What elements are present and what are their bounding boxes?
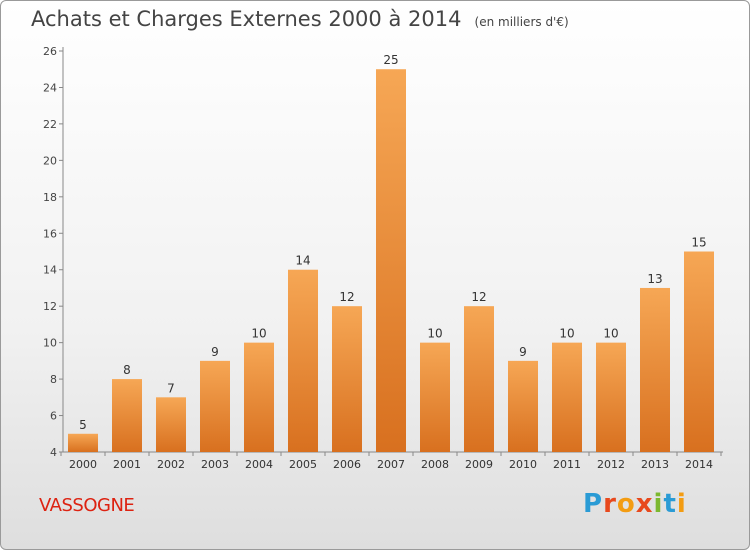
data-label-2005: 14 — [295, 254, 310, 268]
x-tick-label-2007: 2007 — [377, 458, 405, 471]
bar-2000 — [68, 433, 98, 452]
x-tick-label-2014: 2014 — [685, 458, 713, 471]
y-tick-label: 16 — [43, 227, 57, 240]
bar-2009 — [464, 306, 494, 452]
y-tick-label: 8 — [50, 373, 57, 386]
x-tick-label-2000: 2000 — [69, 458, 97, 471]
y-tick-label: 20 — [43, 154, 57, 167]
logo-letter: r — [603, 489, 617, 519]
data-label-2001: 8 — [123, 363, 131, 377]
data-label-2007: 25 — [383, 53, 398, 67]
data-label-2013: 13 — [647, 272, 662, 286]
x-tick-label-2012: 2012 — [597, 458, 625, 471]
y-tick-label: 22 — [43, 118, 57, 131]
chart-bars — [68, 69, 714, 453]
bar-2013 — [640, 287, 670, 452]
x-tick-label-2005: 2005 — [289, 458, 317, 471]
bar-2012 — [596, 342, 626, 452]
logo-letter: i — [676, 489, 687, 519]
y-tick-label: 4 — [50, 446, 57, 459]
bar-2006 — [332, 306, 362, 452]
data-label-2004: 10 — [251, 327, 266, 341]
data-label-2006: 12 — [339, 290, 354, 304]
x-tick-label-2003: 2003 — [201, 458, 229, 471]
bar-2005 — [288, 269, 318, 452]
y-tick-label: 26 — [43, 45, 57, 58]
data-label-2000: 5 — [79, 418, 87, 432]
chart-title-main: Achats et Charges Externes 2000 à 2014 — [31, 7, 462, 31]
data-label-2012: 10 — [603, 327, 618, 341]
chart-title: Achats et Charges Externes 2000 à 2014 (… — [31, 7, 569, 31]
bar-2001 — [112, 379, 142, 452]
x-tick-label-2013: 2013 — [641, 458, 669, 471]
x-tick-label-2011: 2011 — [553, 458, 581, 471]
y-tick-label: 12 — [43, 300, 57, 313]
x-tick-label-2008: 2008 — [421, 458, 449, 471]
place-name: VASSOGNE — [39, 495, 135, 516]
proxiti-logo: Proxiti — [583, 489, 687, 519]
data-label-2008: 10 — [427, 327, 442, 341]
bar-2011 — [552, 342, 582, 452]
x-tick-label-2009: 2009 — [465, 458, 493, 471]
bar-2007 — [376, 69, 406, 453]
y-tick-label: 18 — [43, 191, 57, 204]
logo-letter: t — [663, 489, 677, 519]
bar-2004 — [244, 342, 274, 452]
logo-letter: x — [635, 489, 654, 519]
y-tick-label: 14 — [43, 264, 57, 277]
y-tick-label: 10 — [43, 337, 57, 350]
data-label-2010: 9 — [519, 345, 527, 359]
chart-unit-note: (en milliers d'€) — [474, 15, 569, 29]
bar-2010 — [508, 360, 538, 452]
logo-letter: o — [616, 489, 636, 519]
logo-letter: P — [583, 489, 604, 519]
y-tick-label: 24 — [43, 81, 57, 94]
data-label-2002: 7 — [167, 381, 175, 395]
data-label-2014: 15 — [691, 236, 706, 250]
bar-2003 — [200, 360, 230, 452]
y-tick-label: 6 — [50, 410, 57, 423]
x-tick-label-2001: 2001 — [113, 458, 141, 471]
logo-letter: i — [653, 489, 664, 519]
data-label-2009: 12 — [471, 290, 486, 304]
x-tick-label-2006: 2006 — [333, 458, 361, 471]
bar-2008 — [420, 342, 450, 452]
bar-2014 — [684, 251, 714, 452]
chart-labels: 5 2000 8 2001 7 2002 9 2003 10 2004 14 2005 12 2006 25… — [69, 53, 713, 471]
data-label-2011: 10 — [559, 327, 574, 341]
x-tick-label-2002: 2002 — [157, 458, 185, 471]
bar-2002 — [156, 397, 186, 452]
x-tick-label-2004: 2004 — [245, 458, 273, 471]
data-label-2003: 9 — [211, 345, 219, 359]
x-tick-label-2010: 2010 — [509, 458, 537, 471]
